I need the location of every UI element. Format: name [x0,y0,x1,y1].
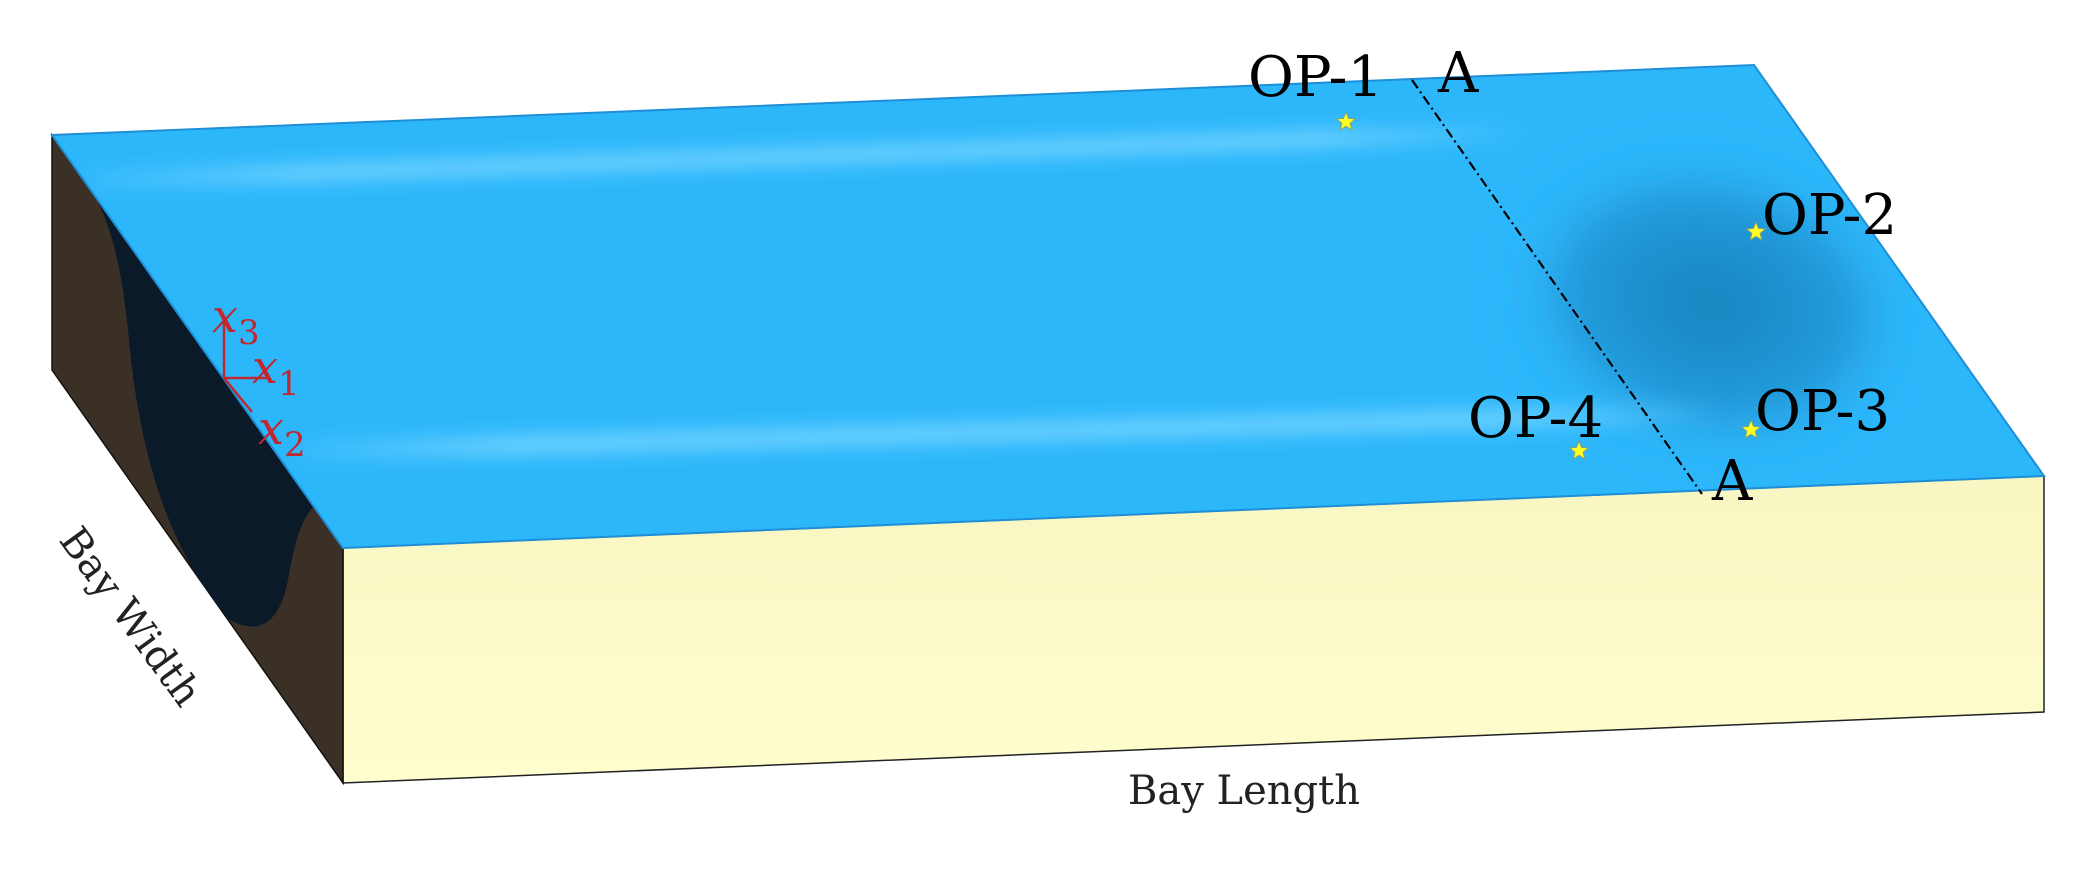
wave-crest-top [90,122,1530,190]
op3-label: OP-3 [1755,379,1890,444]
bay-length-label: Bay Length [1128,768,1360,814]
x2-axis-arrow [223,377,253,413]
x3-axis-label: x3 [212,289,260,353]
section-line-a-a [1411,79,1703,495]
section-label-bottom: A [1711,449,1753,514]
wave-wake-shadow [1482,142,1898,458]
op1-marker [1335,110,1357,132]
op2-marker [1745,220,1767,242]
coordinate-axes [222,318,268,413]
op4-label: OP-4 [1468,386,1603,451]
section-label-top: A [1437,41,1479,106]
op3-marker [1740,418,1762,440]
x2-axis-label: x2 [258,401,306,465]
wave-crest-bottom [300,402,1720,462]
op1-label: OP-1 [1248,45,1383,110]
x1-axis-label: x1 [252,340,300,404]
wave-trough-profile [52,135,343,627]
op4-marker [1568,439,1590,461]
op2-label: OP-2 [1762,183,1897,248]
